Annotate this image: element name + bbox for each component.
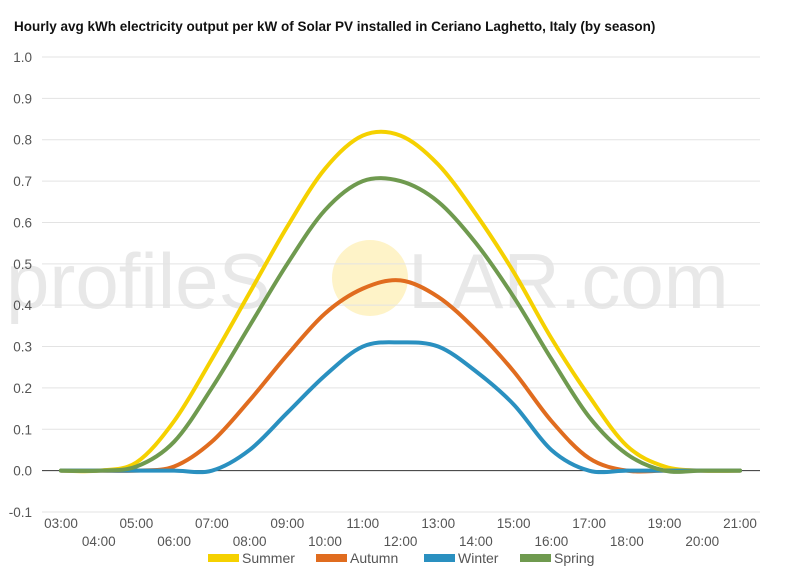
series-line-summer bbox=[59, 129, 742, 474]
y-tick-label: 0.2 bbox=[13, 381, 32, 396]
y-tick-label: 1.0 bbox=[13, 50, 32, 65]
series-line-spring bbox=[59, 175, 742, 474]
legend-label-winter: Winter bbox=[458, 550, 499, 566]
x-tick-label: 09:00 bbox=[270, 516, 304, 531]
x-tick-label: 06:00 bbox=[157, 534, 191, 549]
x-tick-label: 14:00 bbox=[459, 534, 493, 549]
legend-swatch-spring bbox=[520, 554, 551, 562]
series-group bbox=[59, 129, 742, 475]
y-tick-label: 0.9 bbox=[13, 91, 32, 106]
x-tick-label: 19:00 bbox=[648, 516, 682, 531]
legend-label-autumn: Autumn bbox=[350, 550, 398, 566]
legend-label-spring: Spring bbox=[554, 550, 594, 566]
y-axis: -0.1 0.0 0.1 0.2 0.3 0.4 0.5 0.6 0.7 0.8 0.9 1.0 bbox=[9, 50, 33, 520]
x-tick-label: 17:00 bbox=[572, 516, 606, 531]
y-tick-label: 0.8 bbox=[13, 133, 32, 148]
x-tick-label: 16:00 bbox=[534, 534, 568, 549]
watermark: profileS LAR.com bbox=[6, 237, 729, 325]
legend-swatch-summer bbox=[208, 554, 239, 562]
y-tick-label: 0.3 bbox=[13, 340, 32, 355]
x-tick-label: 10:00 bbox=[308, 534, 342, 549]
grid bbox=[42, 56, 760, 513]
x-tick-label: 11:00 bbox=[346, 516, 379, 531]
y-tick-label: 0.0 bbox=[13, 464, 32, 479]
x-tick-label: 13:00 bbox=[421, 516, 455, 531]
x-tick-label: 12:00 bbox=[384, 534, 418, 549]
y-tick-label: 0.1 bbox=[13, 422, 32, 437]
y-tick-label: -0.1 bbox=[9, 505, 32, 520]
x-tick-label: 15:00 bbox=[497, 516, 531, 531]
y-tick-label: 0.5 bbox=[13, 257, 32, 272]
legend-swatch-autumn bbox=[316, 554, 347, 562]
x-tick-label: 21:00 bbox=[723, 516, 757, 531]
watermark-text-right: LAR.com bbox=[408, 237, 729, 325]
y-tick-label: 0.4 bbox=[13, 298, 32, 313]
chart-title: Hourly avg kWh electricity output per kW… bbox=[14, 19, 656, 34]
watermark-sun-icon bbox=[332, 240, 408, 316]
x-tick-label: 03:00 bbox=[44, 516, 78, 531]
x-tick-label: 05:00 bbox=[120, 516, 154, 531]
legend: Summer Autumn Winter Spring bbox=[208, 550, 594, 566]
x-tick-label: 07:00 bbox=[195, 516, 229, 531]
x-tick-label: 08:00 bbox=[233, 534, 267, 549]
series-line-winter bbox=[59, 340, 742, 475]
x-tick-label: 04:00 bbox=[82, 534, 116, 549]
x-tick-label: 20:00 bbox=[685, 534, 719, 549]
watermark-text-left: profileS bbox=[6, 237, 270, 325]
legend-label-summer: Summer bbox=[242, 550, 295, 566]
y-tick-label: 0.7 bbox=[13, 174, 32, 189]
legend-swatch-winter bbox=[424, 554, 455, 562]
x-tick-label: 18:00 bbox=[610, 534, 644, 549]
y-tick-label: 0.6 bbox=[13, 215, 32, 230]
